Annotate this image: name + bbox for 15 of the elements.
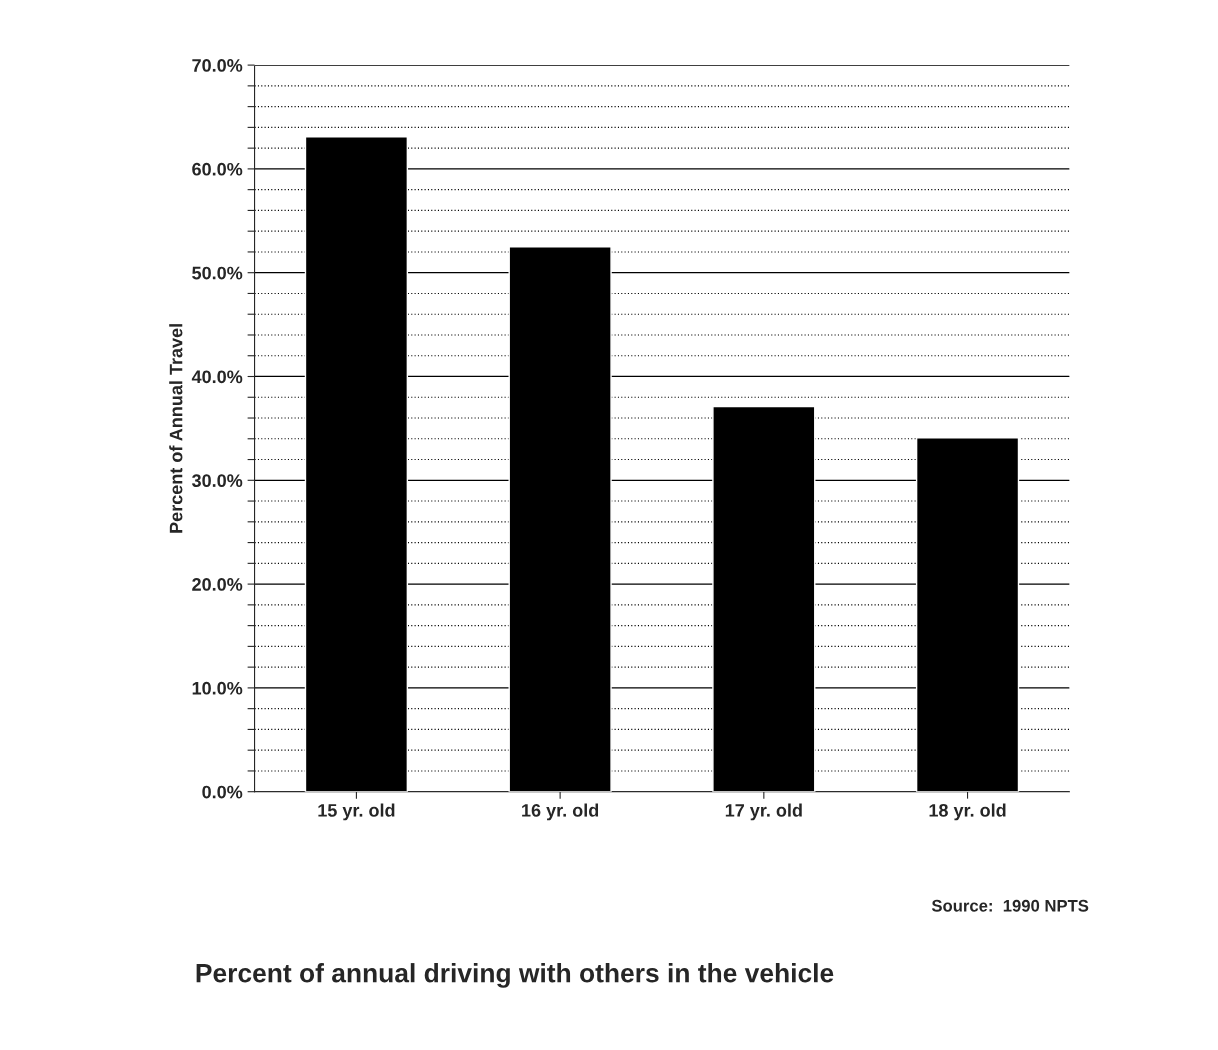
y-tick-label: 70.0%	[192, 59, 243, 72]
x-tick-label: 18 yr. old	[929, 803, 1006, 821]
x-tick-label: 15 yr. old	[318, 803, 395, 821]
y-tick-label: 20.0%	[192, 578, 243, 591]
y-tick-label: 60.0%	[192, 162, 243, 176]
y-axis-title: Percent of Annual Travel	[169, 324, 183, 533]
x-tick-label: 16 yr. old	[522, 803, 599, 821]
y-tick-label: 50.0%	[192, 266, 243, 280]
text: Percent of annual driving with others in the vehicle	[196, 963, 834, 988]
y-tick-label: 40.0%	[191, 370, 243, 384]
source-note: Source: 1990 NPTS	[931, 899, 1089, 912]
y-tick-label: 10.0%	[192, 681, 243, 695]
y-tick-label: 30.0%	[191, 474, 243, 488]
y-tick-label: 0.0%	[202, 785, 243, 799]
x-tick-label: 17 yr. old	[725, 803, 802, 821]
